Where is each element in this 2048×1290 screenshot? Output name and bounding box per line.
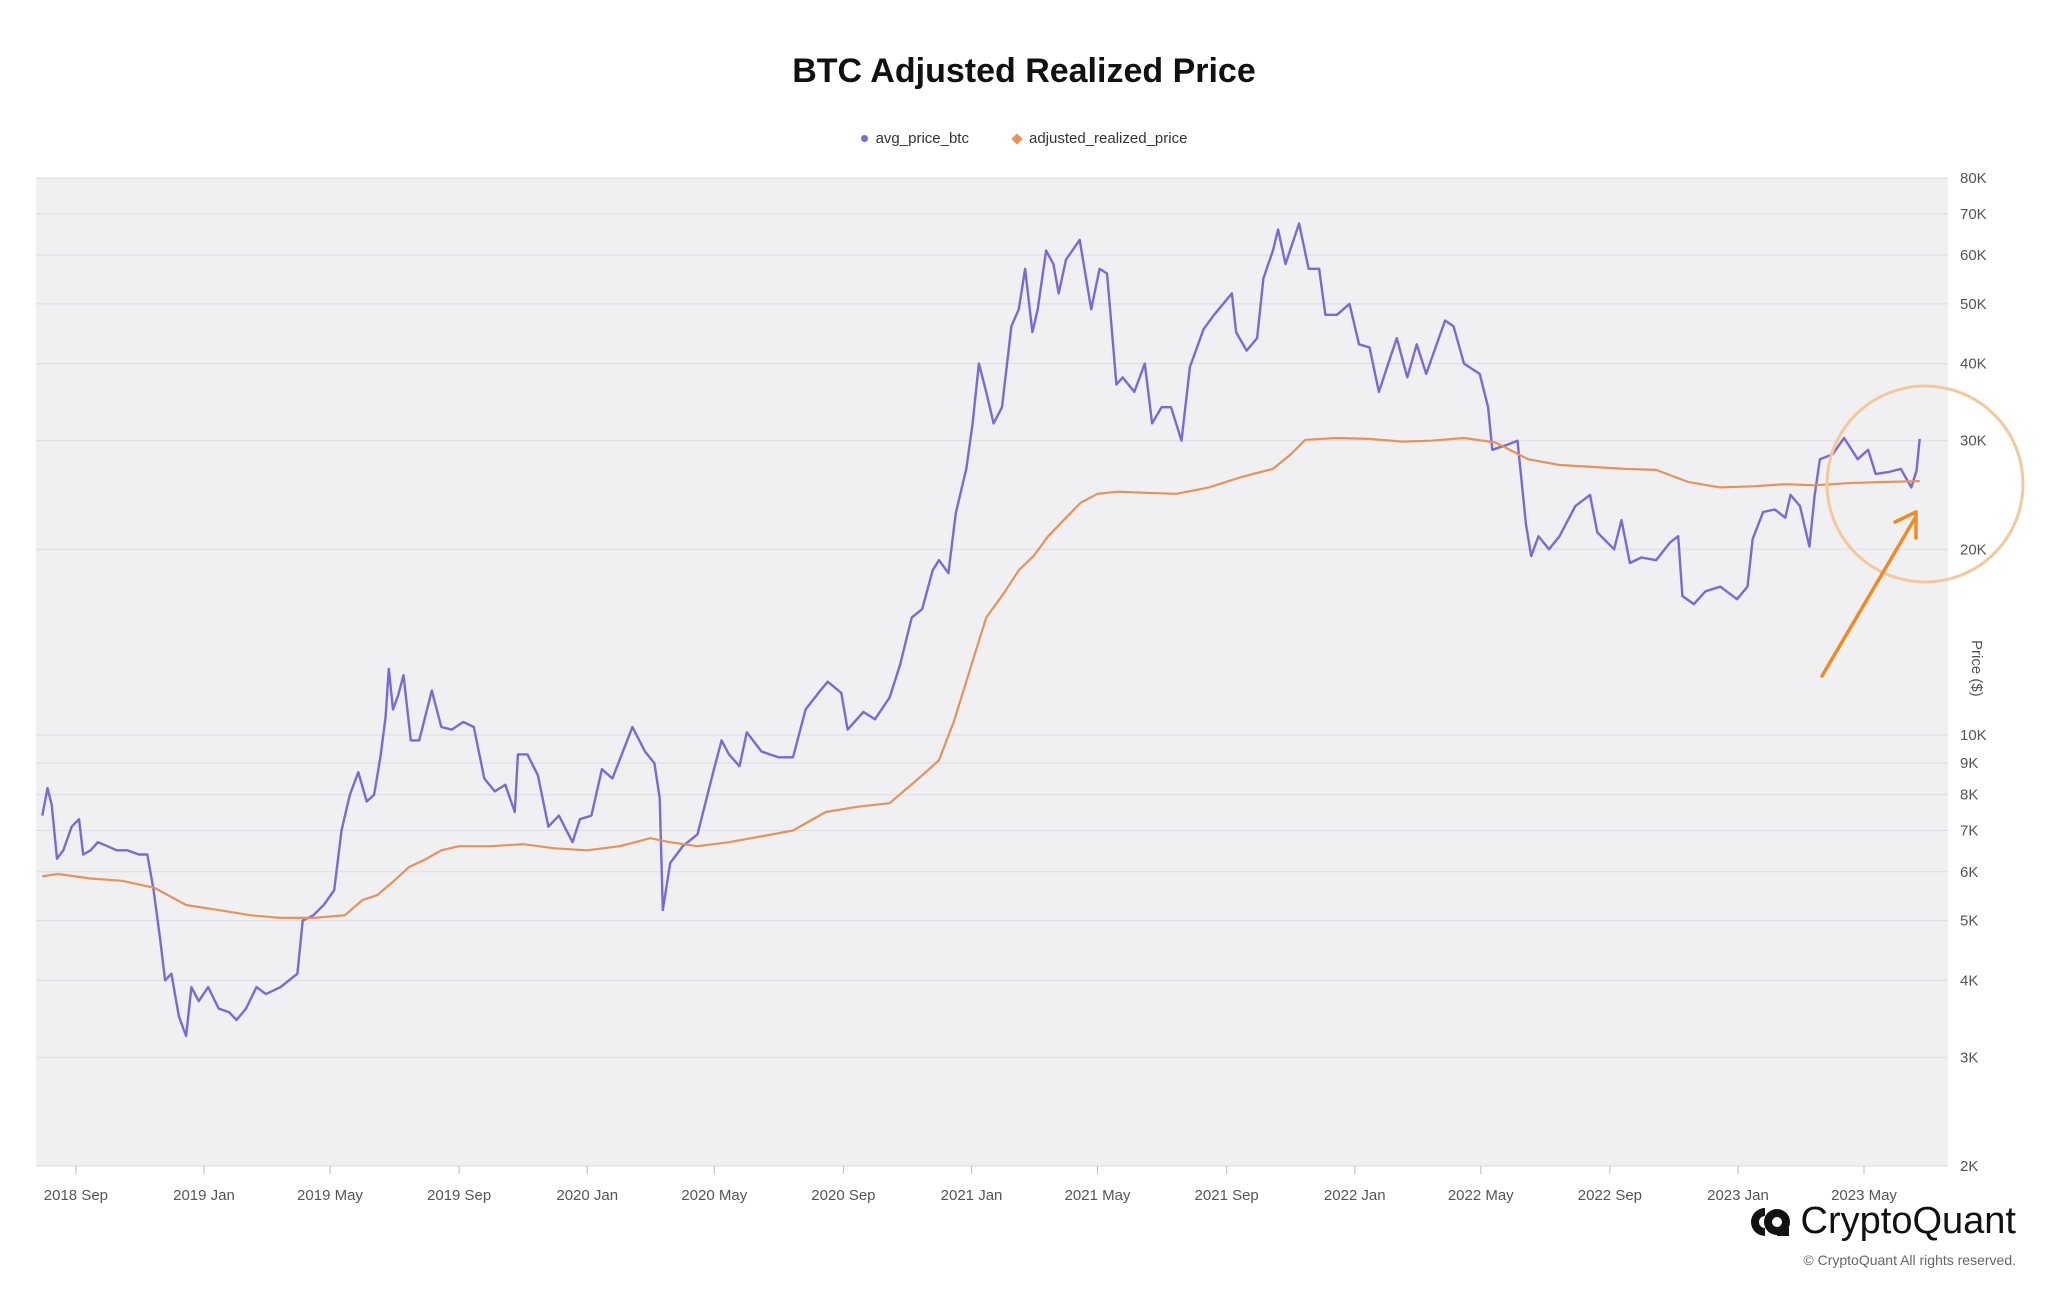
annotation-arrowhead: [1893, 510, 1918, 540]
y-tick-label: 20K: [1960, 541, 1987, 558]
y-tick-label: 3K: [1960, 1049, 1978, 1066]
cryptoquant-logo-icon: [1750, 1207, 1790, 1236]
x-tick-label: 2023 May: [1831, 1187, 1897, 1204]
annotation-arrow-shaft: [1820, 516, 1917, 678]
x-tick-label: 2020 May: [681, 1187, 747, 1204]
legend-label-avg-price: avg_price_btc: [875, 130, 969, 147]
legend-label-adjusted-realized: adjusted_realized_price: [1028, 130, 1188, 147]
x-tick-label: 2019 Jan: [173, 1187, 235, 1204]
highlight-circle: [1825, 384, 2025, 584]
y-tick-label: 8K: [1960, 787, 1978, 804]
y-tick-label: 4K: [1960, 972, 1978, 989]
legend: avg_price_btc adjusted_realized_price: [0, 130, 2048, 147]
y-tick-label: 50K: [1960, 296, 1987, 313]
y-tick-label: 30K: [1960, 433, 1987, 450]
x-tick-label: 2022 Jan: [1324, 1187, 1386, 1204]
legend-item-adjusted-realized[interactable]: adjusted_realized_price: [1011, 130, 1188, 147]
x-tick-label: 2019 Sep: [427, 1187, 491, 1204]
legend-item-avg-price[interactable]: avg_price_btc: [860, 130, 969, 147]
y-tick-label: 5K: [1960, 913, 1978, 930]
x-tick-label: 2021 May: [1065, 1187, 1131, 1204]
x-tick-label: 2021 Sep: [1195, 1187, 1259, 1204]
y-axis-label: Price ($): [1968, 640, 1985, 697]
series-line-adjusted-realized-price[interactable]: [42, 436, 1920, 919]
x-tick-label: 2023 Jan: [1707, 1187, 1769, 1204]
x-tick-label: 2018 Sep: [44, 1187, 108, 1204]
plot-background: [36, 178, 1948, 1166]
annotation: [1820, 384, 2025, 678]
legend-marker-avg-price: [860, 135, 868, 142]
x-tick-label: 2021 Jan: [941, 1187, 1003, 1204]
y-tick-label: 10K: [1960, 727, 1987, 744]
y-tick-label: 70K: [1960, 206, 1987, 223]
series-layer: [41, 222, 1921, 1038]
copyright: © CryptoQuant All rights reserved.: [1803, 1252, 2016, 1268]
x-tick-label: 2019 May: [297, 1187, 363, 1204]
grid-lines: [36, 177, 1948, 1167]
y-tick-label: 9K: [1960, 755, 1978, 772]
chart-title: BTC Adjusted Realized Price: [792, 52, 1256, 90]
y-tick-label: 60K: [1960, 247, 1987, 264]
y-axis-ticks: 80K 70K 60K 50K 40K 30K 20K 10K 9K 8K 7K 6K 5K 4K 3K 2K: [1960, 170, 1987, 1175]
y-tick-label: 2K: [1960, 1158, 1978, 1175]
y-tick-label: 80K: [1960, 170, 1987, 187]
y-tick-label: 7K: [1960, 822, 1978, 839]
x-axis-ticks: 2018 Sep 2019 Jan 2019 May 2019 Sep 2020 Jan…: [44, 1166, 1897, 1204]
x-tick-label: 2020 Sep: [811, 1187, 875, 1204]
brand-name: CryptoQuant: [1800, 1200, 2016, 1242]
x-tick-label: 2022 Sep: [1578, 1187, 1642, 1204]
series-line-avg-price-btc[interactable]: [41, 222, 1921, 1038]
brand-logo[interactable]: CryptoQuant: [1747, 1200, 2016, 1243]
y-tick-label: 40K: [1960, 356, 1987, 373]
y-tick-label: 6K: [1960, 864, 1978, 881]
x-tick-label: 2020 Jan: [556, 1187, 618, 1204]
x-tick-label: 2022 May: [1448, 1187, 1514, 1204]
